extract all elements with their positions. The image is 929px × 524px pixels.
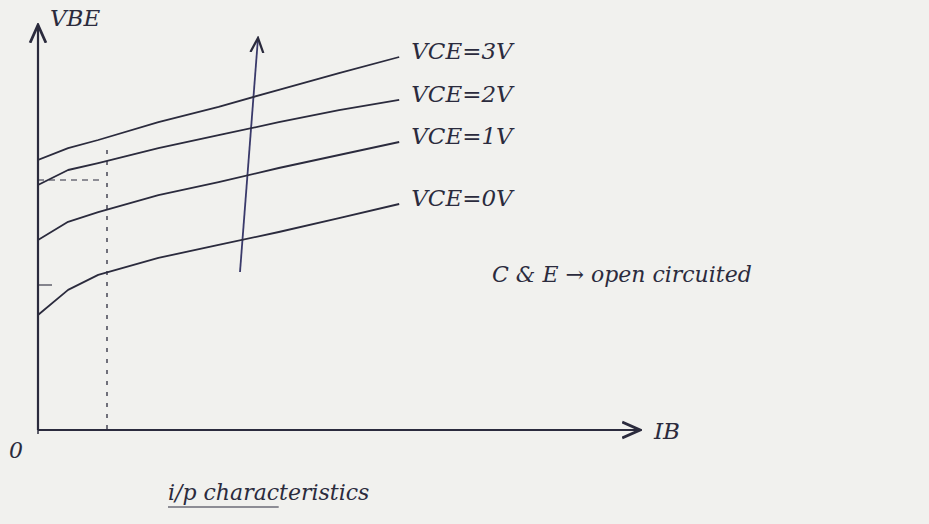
annotation: C & E → open circuited: [492, 262, 752, 287]
y-axis-title: VBE: [50, 5, 101, 31]
guide-line: [106, 150, 107, 430]
series-label: VCE=1V: [411, 123, 515, 149]
x-tick-label: 0: [9, 438, 23, 463]
x-tick: [37, 430, 39, 434]
series-line: [38, 100, 399, 185]
series-label: VCE=2V: [411, 81, 515, 107]
series-label: VCE=3V: [411, 38, 515, 64]
x-axis: [38, 429, 640, 431]
series-label: VCE=0V: [411, 185, 515, 211]
y-axis: [37, 25, 39, 430]
title-underline: [168, 506, 279, 507]
x-axis-title: IB: [653, 418, 680, 444]
series-line: [38, 142, 399, 240]
guide-line: [38, 284, 52, 285]
chart: 0 VCE=3V VCE=2V VCE=1V VCE=0V VBE IB C & E → op…: [0, 0, 929, 524]
plot-lines: [38, 57, 399, 315]
title: i/p characteristics: [168, 480, 369, 505]
series-line: [38, 204, 399, 315]
